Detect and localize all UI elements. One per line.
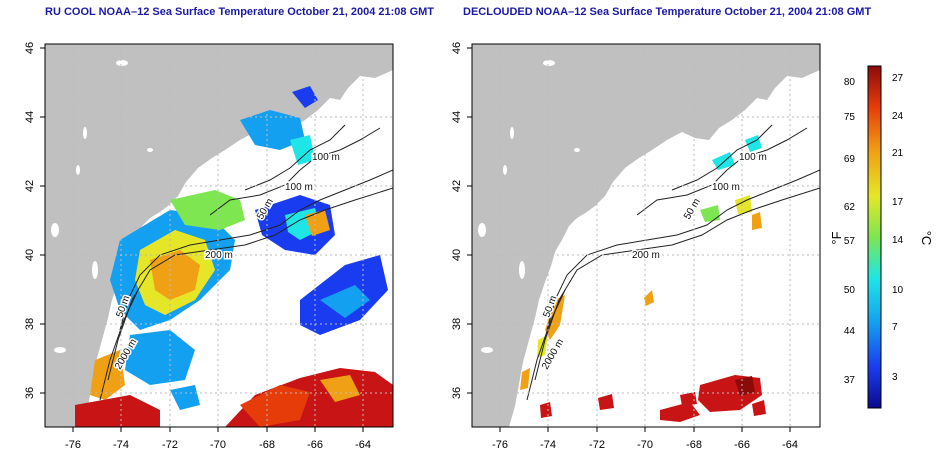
temperature-color-scale: 80 75 69 62 57 50 44 37 27 24 21 17 14 1… — [829, 65, 934, 409]
celsius-tick-label: 17 — [892, 197, 904, 208]
fahrenheit-tick-label: 69 — [844, 154, 856, 165]
right-x-tick-label: -74 — [540, 439, 556, 451]
right-y-tick-label: 44 — [451, 111, 463, 123]
left-bathymetry-contours — [99, 124, 393, 401]
right-y-tick-label: 42 — [451, 180, 463, 192]
celsius-ticks: 27 24 21 17 14 10 7 3 — [892, 73, 904, 383]
right-x-tick-label: -72 — [589, 439, 605, 451]
celsius-tick-label: 14 — [892, 235, 904, 246]
right-x-tick-label: -76 — [492, 439, 508, 451]
celsius-tick-label: 21 — [892, 148, 904, 159]
left-land-mass — [45, 44, 393, 427]
celsius-tick-label: 24 — [892, 111, 904, 122]
right-map-panel: 100 m 100 m 50 m 200 m 50 m 2000 m -76 -… — [451, 42, 821, 451]
left-lakes — [51, 60, 153, 353]
right-x-tick-label: -66 — [734, 439, 750, 451]
left-x-tick-label: -70 — [210, 439, 226, 451]
left-map-panel: 100 m 100 m 50 m 200 m 50 m 2000 m -76 -… — [24, 42, 394, 451]
right-lakes — [478, 60, 580, 353]
right-x-tick-label: -68 — [686, 439, 702, 451]
right-bathymetry-contours — [526, 124, 820, 401]
color-scale-bar — [867, 65, 882, 409]
right-y-tick-label: 46 — [451, 42, 463, 54]
fahrenheit-tick-label: 75 — [844, 112, 856, 123]
left-x-tick-label: -68 — [259, 439, 275, 451]
left-x-tick-label: -64 — [355, 439, 371, 451]
right-map-frame — [471, 43, 821, 428]
left-x-tick-label: -66 — [307, 439, 323, 451]
left-y-axis: 46 44 42 40 38 36 — [24, 42, 45, 399]
fahrenheit-tick-label: 62 — [844, 202, 856, 213]
right-contour-label: 100 m — [739, 152, 767, 163]
left-y-tick-label: 40 — [24, 249, 36, 261]
left-graticule — [45, 44, 393, 427]
left-y-tick-label: 36 — [24, 387, 36, 399]
left-map-title: RU COOL NOAA–12 Sea Surface Temperature … — [45, 6, 435, 18]
right-x-axis: -76 -74 -72 -70 -68 -66 -64 — [492, 427, 798, 451]
right-map-title: DECLOUDED NOAA–12 Sea Surface Temperatur… — [463, 6, 872, 18]
fahrenheit-unit-label: °F — [829, 231, 844, 244]
celsius-tick-label: 27 — [892, 73, 904, 84]
left-x-tick-label: -76 — [65, 439, 81, 451]
right-contour-label: 200 m — [632, 250, 660, 261]
right-y-tick-label: 36 — [451, 387, 463, 399]
celsius-tick-label: 7 — [892, 322, 898, 333]
fahrenheit-ticks: 80 75 69 62 57 50 44 37 — [844, 77, 856, 386]
right-graticule — [472, 44, 820, 427]
right-contour-label: 100 m — [712, 182, 740, 193]
right-land-mass — [472, 44, 820, 427]
fahrenheit-tick-label: 44 — [844, 326, 856, 337]
fahrenheit-tick-label: 50 — [844, 285, 856, 296]
celsius-tick-label: 10 — [892, 285, 904, 296]
right-y-axis: 46 44 42 40 38 36 — [451, 42, 472, 399]
right-y-tick-label: 40 — [451, 249, 463, 261]
right-sst-patches — [520, 135, 766, 422]
left-x-tick-label: -74 — [113, 439, 129, 451]
left-y-tick-label: 42 — [24, 180, 36, 192]
left-y-tick-label: 38 — [24, 318, 36, 330]
right-contour-labels: 100 m 100 m 50 m 200 m 50 m 2000 m — [539, 151, 769, 374]
left-contour-label: 100 m — [312, 152, 340, 163]
left-y-tick-label: 46 — [24, 42, 36, 54]
right-y-tick-label: 38 — [451, 318, 463, 330]
right-x-tick-label: -70 — [637, 439, 653, 451]
right-x-tick-label: -64 — [782, 439, 798, 451]
left-x-tick-label: -72 — [162, 439, 178, 451]
left-contour-label: 200 m — [205, 250, 233, 261]
fahrenheit-tick-label: 57 — [844, 236, 856, 247]
left-y-tick-label: 44 — [24, 111, 36, 123]
fahrenheit-tick-label: 80 — [844, 77, 856, 88]
left-map-frame — [44, 43, 394, 428]
celsius-tick-label: 3 — [892, 372, 898, 383]
left-x-axis: -76 -74 -72 -70 -68 -66 -64 — [65, 427, 371, 451]
fahrenheit-tick-label: 37 — [844, 375, 856, 386]
celsius-unit-label: °C — [919, 231, 934, 246]
left-contour-label: 100 m — [285, 182, 313, 193]
